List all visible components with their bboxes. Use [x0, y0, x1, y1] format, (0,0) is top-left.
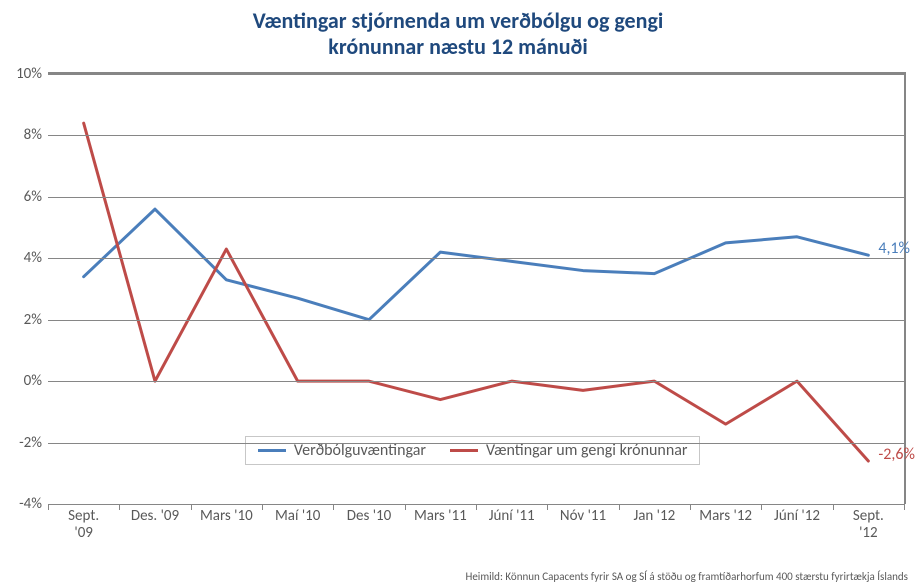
y-axis-tick-label: 4%	[24, 249, 48, 267]
x-axis-tick-label: Sept. '09	[68, 504, 99, 543]
legend-item-0: Verðbólguvæntingar	[258, 441, 426, 460]
series-line-1	[84, 123, 869, 461]
gridline	[48, 320, 904, 321]
gridline	[48, 197, 904, 198]
x-axis-tick	[904, 504, 905, 510]
y-axis-tick-label: 2%	[24, 311, 48, 329]
x-axis-tick	[547, 504, 548, 510]
legend-item-1: Væntingar um gengi krónunnar	[450, 441, 688, 460]
x-axis-tick-label: Júní '11	[489, 504, 535, 525]
gridline	[48, 443, 904, 444]
x-axis-tick	[333, 504, 334, 510]
x-axis-tick	[476, 504, 477, 510]
y-axis-tick-label: -4%	[19, 495, 48, 513]
x-axis-tick	[690, 504, 691, 510]
x-axis-tick	[262, 504, 263, 510]
x-axis-tick	[833, 504, 834, 510]
x-axis-tick	[405, 504, 406, 510]
gridline	[48, 381, 904, 382]
x-axis-tick-label: Júní '12	[774, 504, 820, 525]
x-axis-tick-label: Sept. '12	[853, 504, 884, 543]
legend-label: Verðbólguvæntingar	[294, 441, 426, 460]
legend-label: Væntingar um gengi krónunnar	[486, 441, 688, 460]
x-axis-tick	[761, 504, 762, 510]
legend: Verðbólguvæntingar Væntingar um gengi kró…	[245, 436, 701, 465]
series-line-0	[84, 209, 869, 320]
x-axis-tick-label: Des '10	[347, 504, 391, 525]
gridline	[48, 258, 904, 259]
x-axis-tick-label: Des. '09	[131, 504, 179, 525]
plot-area: Verðbólguvæntingar Væntingar um gengi kró…	[48, 72, 906, 504]
x-axis-tick	[119, 504, 120, 510]
y-axis-tick-label: -2%	[19, 434, 48, 452]
x-axis-tick-label: Jan '12	[633, 504, 675, 525]
y-axis-tick-label: 8%	[24, 126, 48, 144]
gridline	[48, 135, 904, 136]
legend-swatch	[258, 449, 286, 452]
series-end-label-0: 4,1%	[878, 239, 910, 258]
chart-container: Væntingar stjórnenda um verðbólgu og gen…	[0, 0, 916, 587]
series-end-label-1: -2,6%	[878, 445, 915, 464]
x-axis-tick-label: Nóv '11	[560, 504, 606, 525]
x-axis-tick-label: Mars '10	[200, 504, 253, 525]
x-axis-tick	[619, 504, 620, 510]
x-axis-tick-label: Mars '11	[414, 504, 467, 525]
y-axis-tick-label: 0%	[24, 372, 48, 390]
source-note: Heimild: Könnun Capacents fyrir SA og SÍ…	[465, 570, 908, 583]
y-axis-tick-label: 10%	[16, 65, 48, 83]
gridline	[48, 74, 904, 75]
x-axis-tick-label: Mars '12	[699, 504, 752, 525]
chart-title: Væntingar stjórnenda um verðbólgu og gen…	[0, 8, 916, 61]
legend-swatch	[450, 449, 478, 452]
x-axis-tick-label: Maí '10	[275, 504, 320, 525]
x-axis-tick	[48, 504, 49, 510]
y-axis-tick-label: 6%	[24, 188, 48, 206]
x-axis-tick	[191, 504, 192, 510]
